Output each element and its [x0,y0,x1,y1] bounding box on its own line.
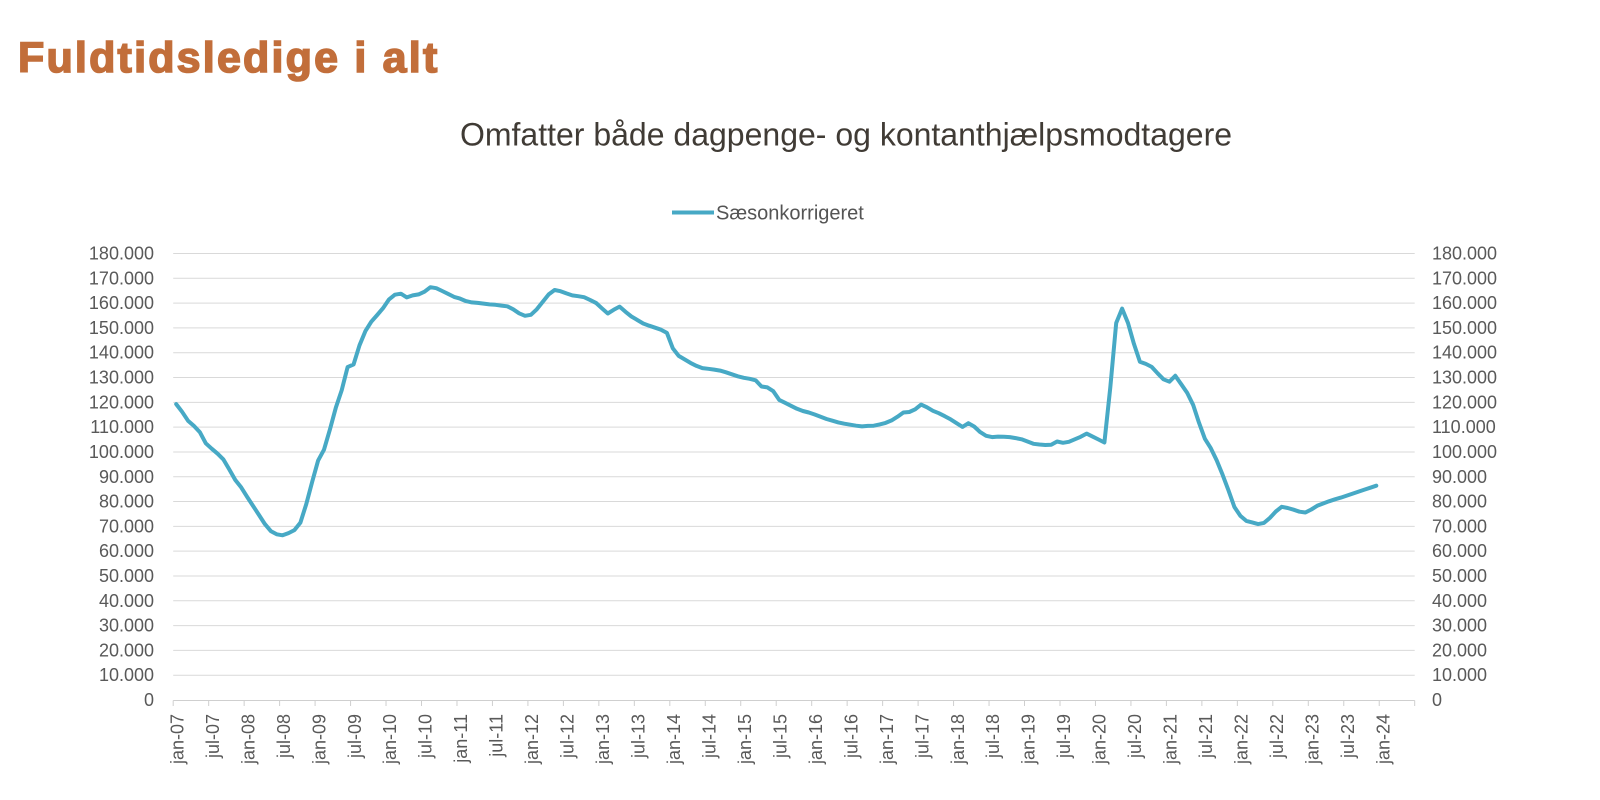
svg-text:40.000: 40.000 [99,591,154,611]
svg-text:70.000: 70.000 [99,516,154,536]
svg-text:40.000: 40.000 [1432,591,1487,611]
svg-text:180.000: 180.000 [1432,244,1497,264]
svg-text:jan-14: jan-14 [664,714,684,765]
svg-text:0: 0 [144,690,154,710]
svg-text:jan-13: jan-13 [593,714,613,765]
svg-text:jul-21: jul-21 [1196,714,1216,759]
svg-text:jan-16: jan-16 [806,714,826,765]
svg-text:jan-12: jan-12 [522,714,542,765]
svg-text:jul-07: jul-07 [203,714,223,759]
svg-text:170.000: 170.000 [1432,268,1497,288]
svg-text:130.000: 130.000 [1432,368,1497,388]
svg-text:jan-15: jan-15 [735,714,755,765]
svg-text:160.000: 160.000 [89,293,154,313]
svg-text:Fuldtidsledige i alt: Fuldtidsledige i alt [18,34,439,82]
svg-text:20.000: 20.000 [1432,640,1487,660]
svg-text:jul-13: jul-13 [629,714,649,759]
svg-text:jul-22: jul-22 [1267,714,1287,759]
svg-text:jul-09: jul-09 [345,714,365,759]
svg-text:170.000: 170.000 [89,268,154,288]
svg-text:jan-18: jan-18 [948,714,968,765]
svg-text:110.000: 110.000 [1432,417,1496,437]
svg-text:jan-11: jan-11 [451,714,471,764]
svg-text:50.000: 50.000 [1432,566,1487,586]
svg-text:150.000: 150.000 [1432,318,1497,338]
svg-text:jan-22: jan-22 [1232,714,1252,765]
svg-text:10.000: 10.000 [99,665,154,685]
svg-text:jan-20: jan-20 [1090,714,1110,765]
svg-text:60.000: 60.000 [99,541,154,561]
svg-text:jan-07: jan-07 [167,714,187,765]
svg-text:jul-16: jul-16 [841,714,861,759]
svg-text:jan-21: jan-21 [1161,714,1181,765]
svg-text:120.000: 120.000 [89,392,154,412]
svg-text:jul-08: jul-08 [274,714,294,759]
svg-text:150.000: 150.000 [89,318,154,338]
svg-text:Omfatter både dagpenge- og kon: Omfatter både dagpenge- og kontanthjælps… [460,117,1232,153]
svg-text:180.000: 180.000 [89,244,154,264]
svg-text:jul-12: jul-12 [558,714,578,759]
svg-text:140.000: 140.000 [1432,343,1497,363]
svg-text:50.000: 50.000 [99,566,154,586]
svg-text:jan-24: jan-24 [1373,714,1393,765]
svg-text:90.000: 90.000 [99,467,154,487]
svg-text:jan-19: jan-19 [1019,714,1039,765]
svg-text:20.000: 20.000 [99,640,154,660]
svg-text:jul-15: jul-15 [770,714,790,759]
svg-text:70.000: 70.000 [1432,516,1487,536]
svg-text:jan-09: jan-09 [309,714,329,765]
svg-text:160.000: 160.000 [1432,293,1497,313]
svg-text:60.000: 60.000 [1432,541,1487,561]
svg-text:90.000: 90.000 [1432,467,1487,487]
svg-text:jul-19: jul-19 [1054,714,1074,759]
svg-text:jul-11: jul-11 [487,714,507,758]
svg-text:130.000: 130.000 [89,368,154,388]
svg-text:jul-23: jul-23 [1338,714,1358,759]
svg-text:jul-18: jul-18 [983,714,1003,759]
svg-text:jan-17: jan-17 [877,714,897,765]
svg-text:80.000: 80.000 [1432,492,1487,512]
svg-text:80.000: 80.000 [99,492,154,512]
svg-text:120.000: 120.000 [1432,392,1497,412]
svg-text:jan-23: jan-23 [1303,714,1323,765]
svg-text:Sæsonkorrigeret: Sæsonkorrigeret [716,203,864,225]
svg-text:jul-20: jul-20 [1125,714,1145,759]
svg-text:110.000: 110.000 [90,417,154,437]
svg-text:jul-10: jul-10 [416,714,436,759]
svg-text:140.000: 140.000 [89,343,154,363]
svg-text:jan-08: jan-08 [238,714,258,765]
svg-text:30.000: 30.000 [1432,616,1487,636]
svg-text:100.000: 100.000 [89,442,154,462]
svg-text:jan-10: jan-10 [380,714,400,765]
svg-text:100.000: 100.000 [1432,442,1497,462]
svg-text:jul-14: jul-14 [700,714,720,759]
svg-text:0: 0 [1432,690,1442,710]
svg-text:jul-17: jul-17 [912,714,932,759]
svg-text:10.000: 10.000 [1432,665,1487,685]
svg-text:30.000: 30.000 [99,616,154,636]
